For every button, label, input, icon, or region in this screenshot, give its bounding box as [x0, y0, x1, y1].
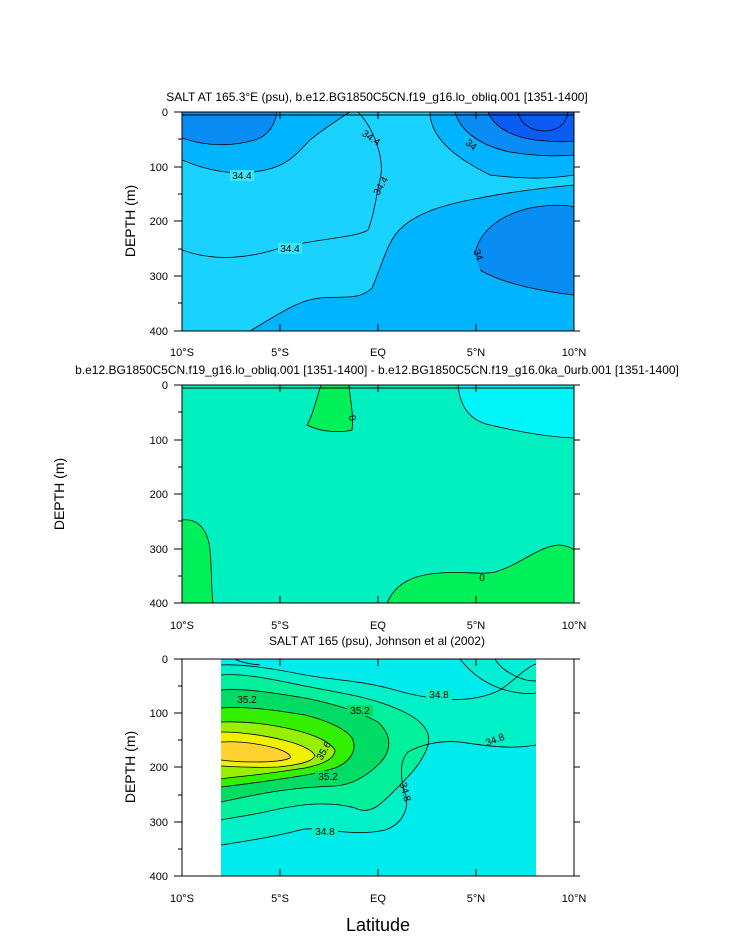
- panel-3-x-ticks: [181, 659, 575, 876]
- panel-1-fills: 34.4 34.4 34.4 34.4 34 34: [182, 112, 574, 331]
- panel-3-y-axis-label: DEPTH (m): [122, 731, 138, 803]
- panel-3-y-tick-label: 0: [162, 654, 168, 666]
- panel-1-x-tick-label: 5°N: [467, 347, 486, 359]
- panel-1-region-right-low: [475, 205, 574, 295]
- panel-1-y-tick-label: 400: [150, 326, 168, 338]
- panel-3-y-ticks: [174, 658, 580, 877]
- panel-2-y-tick-label: 0: [162, 380, 168, 392]
- panel-1: SALT AT 165.3°E (psu), b.e12.BG1850C5CN.…: [122, 90, 588, 359]
- panel-2-x-tick-label: 10°S: [170, 620, 194, 632]
- panel-3-title: SALT AT 165 (psu), Johnson et al (2002): [269, 634, 485, 648]
- panel-1-contour-label: 34.4: [232, 171, 252, 182]
- panel-3-x-tick-label: 10°S: [170, 893, 194, 905]
- panel-3-x-tick-label: 5°S: [271, 893, 289, 905]
- panel-3-fills: 35.2 35.2 35.6 35.2 34.8 34.8 34.8 34.8: [221, 659, 536, 876]
- panel-2-x-ticks: [181, 385, 575, 603]
- panel-1-contour-label: 34.4: [280, 244, 300, 255]
- panel-1-y-tick-label: 0: [162, 107, 168, 119]
- x-axis-label: Latitude: [346, 915, 410, 935]
- panel-2-x-tick-label: 5°N: [467, 620, 486, 632]
- panel-1-region-lower-bottom: [250, 185, 574, 331]
- panel-2-title: b.e12.BG1850C5CN.f19_g16.lo_obliq.001 [1…: [75, 363, 679, 377]
- panel-2-y-ticks: [174, 384, 580, 604]
- panel-1-x-tick-label: EQ: [370, 347, 386, 359]
- panel-3: SALT AT 165 (psu), Johnson et al (2002): [122, 634, 586, 935]
- panel-1-y-tick-label: 100: [150, 162, 168, 174]
- panel-2-y-tick-label: 300: [150, 544, 168, 556]
- panel-2-y-axis-label: DEPTH (m): [51, 458, 67, 530]
- panel-1-title: SALT AT 165.3°E (psu), b.e12.BG1850C5CN.…: [166, 90, 588, 104]
- panel-3-region-right-1: [460, 659, 536, 694]
- panel-3-contour-label: 34.8: [429, 690, 449, 701]
- panel-3-contour-label: 35.2: [350, 706, 370, 717]
- panel-1-contour-label: 34: [470, 248, 484, 263]
- panel-1-x-tick-label: 10°N: [562, 347, 587, 359]
- panel-1-y-tick-label: 300: [150, 271, 168, 283]
- panel-3-contour-label: 34.8: [315, 827, 335, 838]
- panel-2-region-right-bottom: [387, 545, 574, 603]
- panel-2-x-tick-label: EQ: [370, 620, 386, 632]
- panel-2-contour-labels: 0 0: [345, 414, 485, 584]
- panel-3-contour-label: 35.2: [237, 695, 257, 706]
- panel-2-x-tick-label: 5°S: [271, 620, 289, 632]
- panel-2-fills: 0 0: [182, 385, 574, 603]
- panel-1-region-left-inner: [182, 112, 277, 145]
- panel-1-x-ticks: [181, 112, 575, 331]
- panel-1-x-tick-label: 10°S: [170, 347, 194, 359]
- panel-2-region-right-top: [458, 385, 574, 438]
- panel-3-contour-label: 35.2: [318, 772, 338, 783]
- panel-3-band-7: [221, 741, 291, 762]
- panel-2-contour-lines: [182, 385, 574, 603]
- panel-2: b.e12.BG1850C5CN.f19_g16.lo_obliq.001 [1…: [51, 363, 679, 632]
- panel-2-x-tick-label: 10°N: [562, 620, 587, 632]
- panel-3-y-tick-label: 400: [150, 871, 168, 883]
- panel-1-region-right-max: [518, 112, 568, 131]
- panel-3-y-tick-label: 200: [150, 762, 168, 774]
- panel-3-x-tick-label: EQ: [370, 893, 386, 905]
- panel-2-region-left-bottom: [182, 519, 213, 603]
- panel-2-y-tick-label: 200: [150, 489, 168, 501]
- panel-2-y-tick-label: 400: [150, 598, 168, 610]
- panel-3-x-tick-label: 10°N: [562, 893, 587, 905]
- panel-1-x-tick-label: 5°S: [271, 347, 289, 359]
- panel-1-y-tick-label: 200: [150, 216, 168, 228]
- panel-2-contour-label: 0: [479, 573, 485, 584]
- panel-1-y-axis-label: DEPTH (m): [122, 185, 138, 257]
- panel-2-contour-label: 0: [345, 414, 357, 423]
- panel-3-y-tick-label: 100: [150, 708, 168, 720]
- panel-2-region-center-top: [307, 385, 353, 432]
- panel-3-y-tick-label: 300: [150, 817, 168, 829]
- panel-2-y-tick-label: 100: [150, 435, 168, 447]
- panel-3-x-tick-label: 5°N: [467, 893, 486, 905]
- panel-1-contour-lines: [182, 112, 574, 331]
- panel-3-contour-lines: [221, 659, 536, 846]
- panel-3-contour-labels: 35.2 35.2 35.6 35.2 34.8 34.8 34.8 34.8: [234, 689, 507, 838]
- panel-1-y-ticks: [174, 111, 580, 332]
- panel-3-contour-label: 34.8: [397, 781, 413, 803]
